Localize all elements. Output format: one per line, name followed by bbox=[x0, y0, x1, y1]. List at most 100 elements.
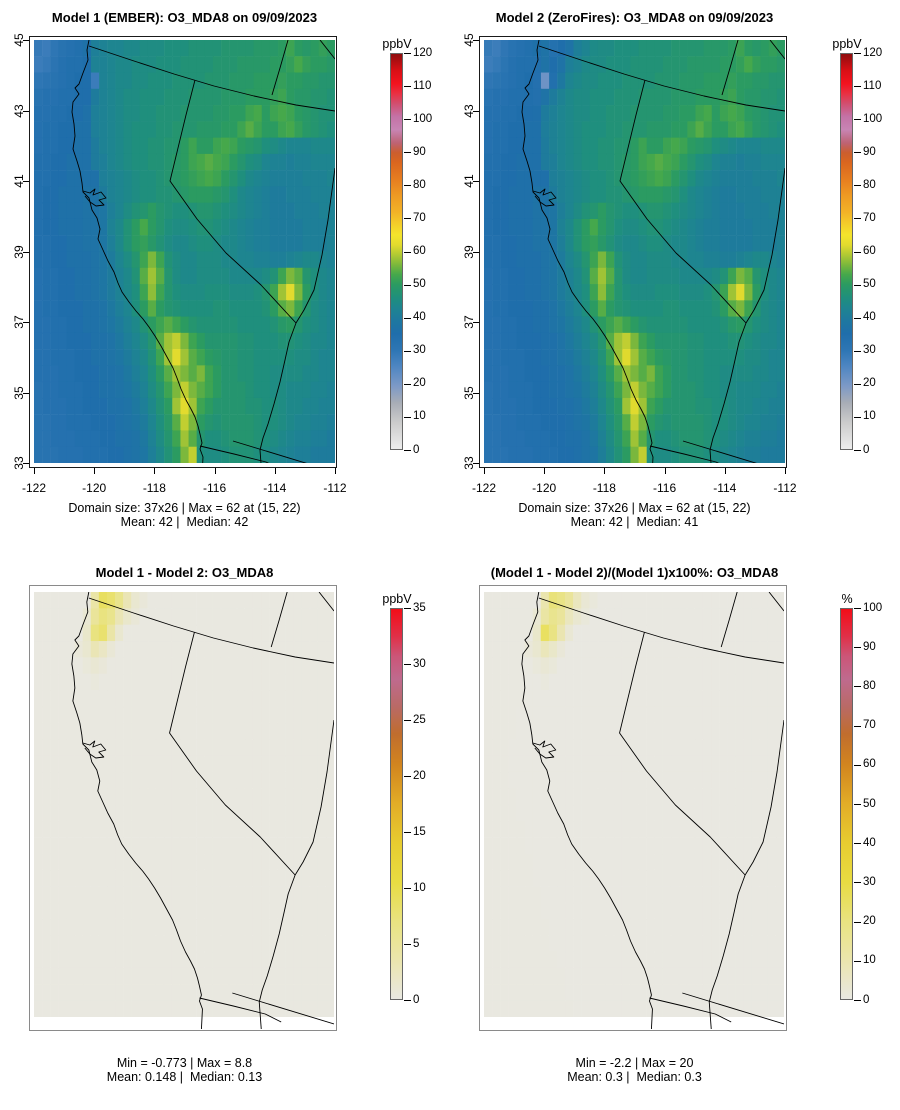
x-axis-tick-mark bbox=[154, 468, 156, 474]
colorbar-tick-mark bbox=[404, 185, 411, 187]
colorbar-tick-mark bbox=[854, 960, 861, 962]
colorbar-tick-mark bbox=[404, 720, 411, 721]
colorbar-tick-label: 0 bbox=[863, 993, 870, 1006]
y-axis-tick-mark bbox=[473, 251, 479, 253]
colorbar-tick-label: 20 bbox=[863, 915, 876, 928]
colorbar-tick-label: 70 bbox=[863, 719, 876, 732]
colorbar-tick-label: 100 bbox=[863, 601, 883, 614]
colorbar-model1 bbox=[390, 53, 403, 450]
x-axis-tick-mark bbox=[274, 468, 276, 474]
border-mexico bbox=[649, 445, 720, 463]
y-axis-tick-label: 39 bbox=[462, 244, 476, 259]
colorbar-tick-label: 40 bbox=[863, 836, 876, 849]
map-borders-svg bbox=[71, 592, 334, 1029]
x-axis-tick-label: -120 bbox=[532, 481, 557, 495]
y-axis-tick-label: 45 bbox=[462, 33, 476, 47]
x-axis-tick-label: -112 bbox=[323, 481, 347, 495]
map-frame bbox=[479, 36, 787, 468]
panel-model1: Model 1 (EMBER): O3_MDA8 on 09/09/2023 4… bbox=[0, 0, 450, 555]
colorbar-tick-label: 70 bbox=[413, 211, 426, 224]
border-ca-nv bbox=[619, 631, 746, 876]
y-axis-tick-mark bbox=[473, 110, 479, 112]
colorbar-tick-mark bbox=[404, 251, 411, 253]
y-axis-tick-label: 37 bbox=[462, 315, 476, 329]
x-axis-tick-label: -116 bbox=[653, 481, 677, 495]
border-42n-parallel bbox=[538, 45, 785, 112]
border-ne-corner bbox=[769, 40, 785, 60]
border-ca-nv bbox=[619, 79, 747, 324]
colorbar-tick-label: 50 bbox=[863, 278, 876, 291]
border-or-id bbox=[270, 592, 288, 648]
colorbar-units-label: ppbV bbox=[382, 592, 412, 606]
colorbar-tick-label: 80 bbox=[863, 679, 876, 692]
caption-domain-max: Domain size: 37x26 | Max = 62 at (15, 22… bbox=[68, 501, 301, 515]
colorbar-tick-label: 120 bbox=[863, 46, 883, 59]
colorbar-units-label: ppbV bbox=[382, 37, 412, 51]
y-axis-tick-mark bbox=[23, 463, 29, 464]
y-axis-tick-mark bbox=[473, 463, 479, 464]
map-frame bbox=[29, 36, 337, 468]
border-nv-ut-az bbox=[745, 167, 785, 324]
map-borders-overlay bbox=[34, 40, 335, 463]
y-axis-tick-label: 43 bbox=[12, 103, 26, 118]
colorbar-difference bbox=[390, 608, 403, 1000]
border-nv-ut-az bbox=[295, 167, 335, 324]
panel-percent-difference: (Model 1 - Model 2)/(Model 1)x100%: O3_M… bbox=[450, 555, 900, 1110]
colorbar-tick-label: 30 bbox=[863, 344, 876, 357]
colorbar-tick-mark bbox=[854, 53, 861, 54]
colorbar-tick-mark bbox=[854, 804, 861, 805]
caption-mean-median: Mean: 42 | Median: 41 bbox=[570, 514, 699, 529]
y-axis-tick-mark bbox=[473, 181, 479, 182]
map-frame bbox=[479, 585, 787, 1031]
border-az-diagonal bbox=[232, 440, 307, 463]
colorbar-tick-label: 30 bbox=[413, 344, 426, 357]
colorbar-tick-mark bbox=[404, 888, 411, 889]
y-axis-tick-mark bbox=[23, 392, 29, 394]
colorbar-tick-mark bbox=[854, 921, 861, 923]
y-axis-tick-mark bbox=[473, 392, 479, 394]
x-axis-tick-label: -122 bbox=[21, 481, 47, 495]
colorbar-tick-label: 60 bbox=[413, 245, 426, 257]
sf-bay-path bbox=[82, 188, 107, 207]
border-ca-nv bbox=[169, 631, 296, 876]
colorbar-units-label: % bbox=[841, 592, 853, 606]
colorbar-tick-mark bbox=[854, 725, 861, 727]
caption-mean-median: Mean: 42 | Median: 42 bbox=[120, 514, 249, 529]
heatmap-model2 bbox=[484, 40, 785, 463]
heatmap-percent-difference bbox=[484, 592, 784, 1017]
colorbar-tick-label: 100 bbox=[863, 112, 883, 125]
y-axis-tick-label: 35 bbox=[462, 385, 476, 400]
colorbar-tick-label: 10 bbox=[413, 881, 426, 894]
colorbar-tick-label: 10 bbox=[863, 410, 876, 423]
border-nv-ut-az bbox=[744, 719, 784, 876]
colorbar-model2 bbox=[840, 53, 853, 450]
colorbar-tick-mark bbox=[854, 1000, 861, 1001]
colorado-river-path bbox=[258, 874, 296, 1029]
colorbar-tick-mark bbox=[404, 450, 411, 451]
map-borders-overlay bbox=[484, 40, 785, 463]
colorbar-tick-label: 15 bbox=[413, 825, 426, 838]
colorbar-tick-label: 20 bbox=[413, 377, 426, 390]
colorbar-percent bbox=[840, 608, 853, 1000]
heatmap-difference bbox=[34, 592, 334, 1017]
x-axis-tick-mark bbox=[785, 468, 786, 474]
colorbar-tick-mark bbox=[854, 218, 861, 220]
coastline-path bbox=[71, 592, 203, 1029]
x-axis-tick-label: -114 bbox=[263, 481, 287, 495]
map-borders-overlay bbox=[484, 592, 784, 1029]
x-axis-tick-label: -122 bbox=[471, 481, 497, 495]
map-frame bbox=[29, 585, 337, 1031]
x-axis-tick-label: -116 bbox=[203, 481, 227, 495]
colorbar-tick-label: 40 bbox=[413, 311, 426, 324]
border-ne-corner bbox=[319, 40, 335, 60]
border-nv-ut-az bbox=[294, 719, 334, 876]
colorbar-tick-mark bbox=[404, 218, 411, 220]
colorbar-tick-label: 5 bbox=[413, 937, 420, 950]
x-axis-tick-label: -114 bbox=[713, 481, 737, 495]
colorbar-tick-mark bbox=[854, 119, 861, 121]
y-axis-tick-label: 43 bbox=[462, 103, 476, 118]
colorbar-tick-mark bbox=[404, 608, 411, 609]
panel-title: Model 2 (ZeroFires): O3_MDA8 on 09/09/20… bbox=[495, 10, 774, 25]
x-axis-tick-mark bbox=[724, 468, 726, 474]
